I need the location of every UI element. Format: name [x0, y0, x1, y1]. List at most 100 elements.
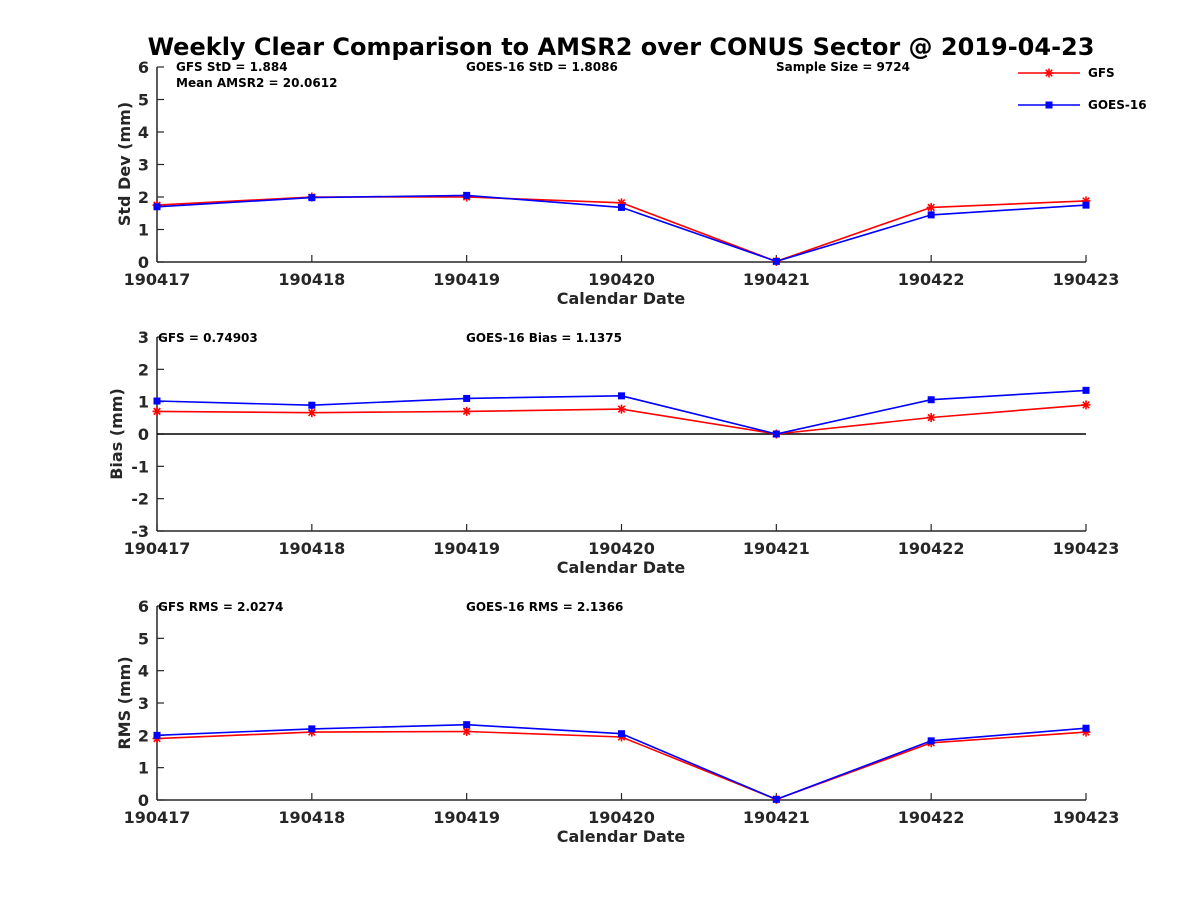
std-dev-goes16-point: [927, 211, 935, 219]
std-dev-panel: 0 1 2 3 4 5 6 190417 190418 190419 190420 190421 190…: [115, 58, 1119, 308]
std-dev-ytick-label: 2: [138, 188, 149, 207]
bias-goes16-point: [927, 396, 935, 404]
rms-gfs-point: [462, 726, 472, 736]
bias-goes16-point: [618, 392, 625, 400]
bias-xtick-label: 190417: [124, 539, 191, 558]
bias-goes16-point: [153, 397, 161, 405]
rms-ytick-label: 3: [138, 694, 149, 713]
bias-ytick-label: -2: [131, 490, 149, 509]
std-dev-goes16-point: [772, 257, 780, 265]
std-dev-ytick-label: 6: [138, 58, 149, 77]
bias-goes16-point: [308, 401, 316, 409]
bias-gfs-point: [307, 408, 317, 418]
sample-size-annotation: Sample Size = 9724: [776, 60, 910, 74]
legend-label-goes16: GOES-16: [1088, 98, 1147, 112]
rms-xtick-label: 190420: [588, 808, 655, 827]
rms-ytick-label: 2: [138, 726, 149, 745]
std-dev-goes16-point: [1082, 201, 1090, 209]
legend: GFS GOES-16: [1018, 66, 1147, 112]
std-dev-xlabel: Calendar Date: [557, 289, 686, 308]
bias-ytick-label: 2: [138, 360, 149, 379]
std-dev-marks: 0 1 2 3 4 5 6 190417 190418 190419 190420 190421 190…: [124, 58, 1120, 289]
bias-xtick-label: 190419: [433, 539, 500, 558]
std-dev-xtick-label: 190423: [1053, 270, 1120, 289]
rms-goes16-point: [618, 730, 625, 738]
rms-goes16-point: [772, 795, 780, 803]
rms-ytick-label: 5: [138, 629, 149, 648]
bias-ytick-label: 3: [138, 328, 149, 347]
std-dev-goes16-point: [308, 194, 316, 202]
rms-xtick-label: 190418: [278, 808, 345, 827]
rms-goes16-point: [463, 721, 471, 729]
bias-gfs-point: [617, 404, 626, 414]
std-dev-xtick-label: 190422: [898, 270, 965, 289]
rms-ytick-label: 0: [138, 791, 149, 810]
bias-xlabel: Calendar Date: [557, 558, 686, 577]
std-dev-ytick-label: 0: [138, 253, 149, 272]
std-dev-ytick-label: 5: [138, 91, 149, 110]
std-dev-xtick-label: 190420: [588, 270, 655, 289]
std-dev-xtick-label: 190421: [743, 270, 810, 289]
gfs-rms-annotation: GFS RMS = 2.0274: [158, 600, 283, 614]
bias-gfs-point: [926, 413, 936, 423]
bias-panel: -3 -2 -1 0 1 2 3 190417 190418 190419 190420 190421…: [107, 328, 1119, 577]
rms-goes16-point: [1082, 724, 1090, 732]
rms-xtick-label: 190421: [743, 808, 810, 827]
std-dev-gfs-point: [926, 202, 936, 212]
std-dev-xtick-label: 190417: [124, 270, 191, 289]
bias-ytick-label: 0: [138, 425, 149, 444]
rms-goes16-point: [153, 731, 161, 739]
bias-ytick-label: -3: [131, 522, 149, 541]
bias-xtick-label: 190420: [588, 539, 655, 558]
gfs-std-annotation: GFS StD = 1.884: [176, 60, 288, 74]
rms-marks: 0 1 2 3 4 5 6 190417 190418 190419 190420 190421 190…: [124, 597, 1120, 827]
rms-xtick-label: 190419: [433, 808, 500, 827]
std-dev-goes16-point: [153, 203, 161, 211]
std-dev-ytick-label: 3: [138, 156, 149, 175]
bias-goes16-point: [463, 394, 471, 402]
std-dev-ytick-label: 1: [138, 221, 149, 240]
legend-label-gfs: GFS: [1088, 66, 1115, 80]
bias-xtick-label: 190421: [743, 539, 810, 558]
goes16-std-annotation: GOES-16 StD = 1.8086: [466, 60, 618, 74]
rms-goes16-point: [927, 737, 935, 745]
bias-ytick-label: -1: [131, 457, 149, 476]
bias-gfs-point: [152, 406, 162, 416]
std-dev-ylabel: Std Dev (mm): [115, 102, 134, 226]
bias-goes16-point: [772, 430, 780, 438]
legend-marker-gfs: [1044, 68, 1054, 78]
bias-goes16-point: [1082, 386, 1090, 394]
rms-panel: 0 1 2 3 4 5 6 190417 190418 190419 190420 190421 190…: [115, 597, 1119, 846]
rms-ytick-label: 1: [138, 759, 149, 778]
bias-ytick-label: 1: [138, 393, 149, 412]
bias-xtick-label: 190423: [1053, 539, 1120, 558]
std-dev-goes16-point: [463, 191, 471, 199]
legend-asterisk-marker: [1044, 68, 1054, 78]
rms-xtick-label: 190423: [1053, 808, 1120, 827]
bias-marks: -3 -2 -1 0 1 2 3 190417 190418 190419 190420 190421…: [124, 328, 1120, 558]
goes16-bias-annotation: GOES-16 Bias = 1.1375: [466, 331, 622, 345]
std-dev-goes16-point: [618, 203, 625, 211]
std-dev-xtick-label: 190419: [433, 270, 500, 289]
rms-goes16-point: [308, 725, 316, 733]
rms-ytick-label: 4: [138, 662, 149, 681]
chart-title: Weekly Clear Comparison to AMSR2 over CO…: [148, 33, 1095, 61]
goes16-rms-annotation: GOES-16 RMS = 2.1366: [466, 600, 623, 614]
rms-ytick-label: 6: [138, 597, 149, 616]
gfs-bias-annotation: GFS = 0.74903: [158, 331, 258, 345]
bias-gfs-point: [462, 406, 472, 416]
bias-xtick-label: 190422: [898, 539, 965, 558]
rms-gfs-line: [156, 730, 1087, 801]
legend-square-marker: [1045, 101, 1053, 109]
rms-xtick-label: 190422: [898, 808, 965, 827]
std-dev-ytick-label: 4: [138, 123, 149, 142]
bias-gfs-point: [1081, 400, 1091, 410]
rms-xtick-label: 190417: [124, 808, 191, 827]
bias-ylabel: Bias (mm): [107, 388, 126, 480]
mean-amsr2-annotation: Mean AMSR2 = 20.0612: [176, 76, 337, 90]
std-dev-xtick-label: 190418: [278, 270, 345, 289]
rms-ylabel: RMS (mm): [115, 656, 134, 749]
bias-xtick-label: 190418: [278, 539, 345, 558]
rms-xlabel: Calendar Date: [557, 827, 686, 846]
